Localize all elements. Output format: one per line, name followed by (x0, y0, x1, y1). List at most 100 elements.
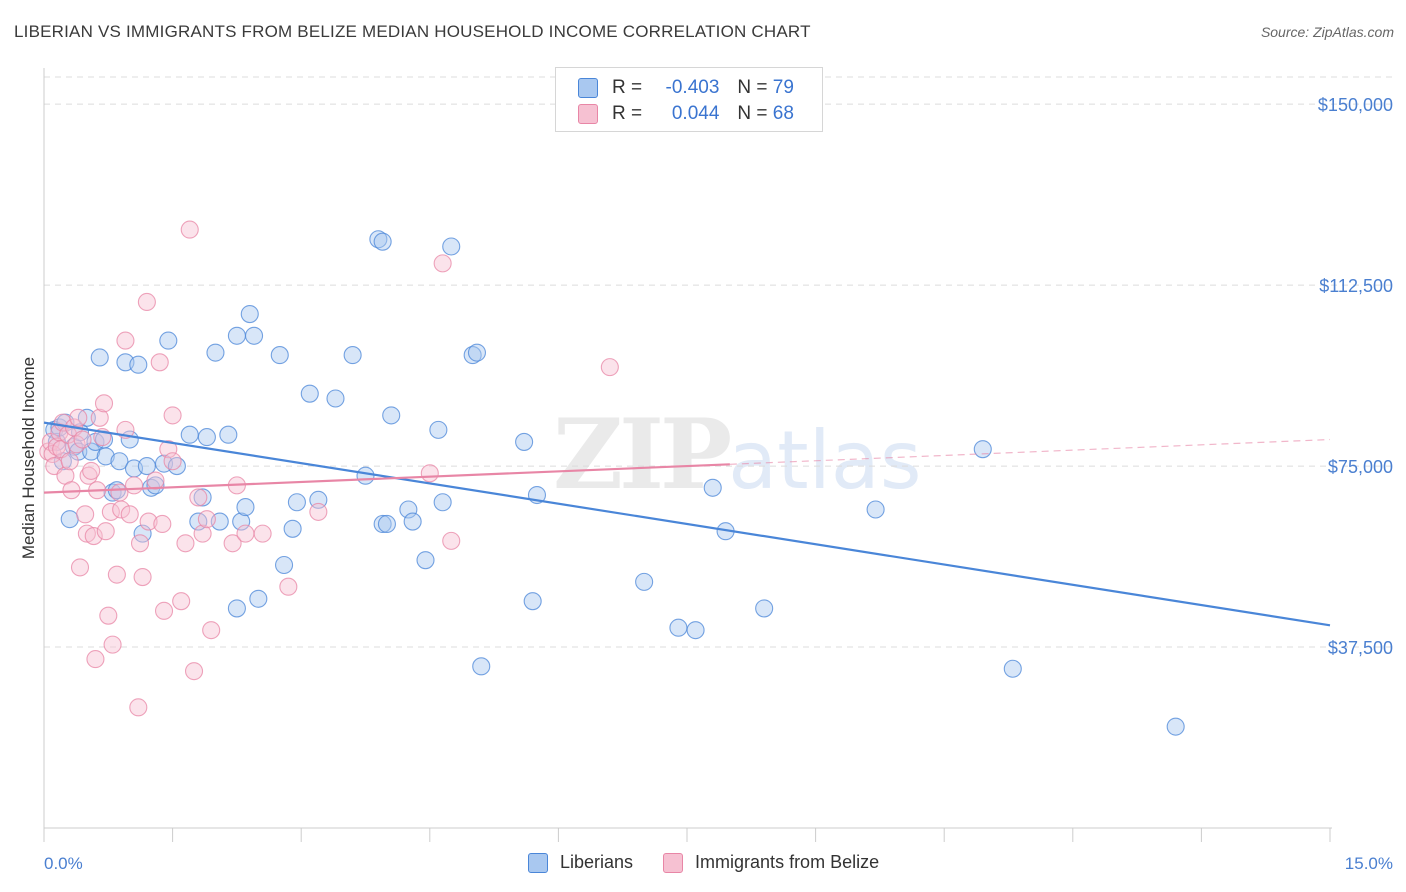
liberian-point (429, 420, 448, 439)
belize-point (79, 466, 98, 485)
belize-point (67, 435, 86, 454)
belize-trendline (43, 463, 730, 494)
liberian-point (382, 406, 401, 425)
liberian-point (467, 343, 487, 362)
liberian-point (472, 657, 491, 676)
liberian-point (287, 493, 306, 512)
belize-point (150, 353, 169, 372)
liberian-point (249, 589, 268, 608)
liberian-point (227, 326, 246, 345)
liberian-point (232, 512, 251, 531)
liberian-point (442, 237, 461, 256)
belize-point (420, 464, 439, 483)
liberian-point (227, 599, 246, 618)
legend-n-value: 68 (772, 103, 794, 124)
belize-point (76, 505, 95, 524)
belize-point (279, 577, 298, 596)
belize-point (193, 524, 212, 543)
liberian-point (283, 519, 302, 538)
belize-point (172, 592, 191, 611)
belize-point (139, 512, 158, 531)
legend-n-label: N = (737, 103, 768, 124)
y-tick-label: $150,000 (1318, 95, 1393, 115)
belize-point (309, 502, 328, 521)
series-label-belize: Immigrants from Belize (695, 852, 880, 872)
chart-title: LIBERIAN VS IMMIGRANTS FROM BELIZE MEDIA… (14, 22, 811, 41)
legend-r-label: R = (612, 77, 643, 98)
y-tick-label: $37,500 (1328, 638, 1393, 658)
belize-point (154, 601, 174, 620)
liberian-point (686, 621, 705, 640)
liberian-point (515, 432, 534, 451)
belize-point (73, 430, 92, 449)
x-tick-label: 0.0% (44, 854, 83, 873)
belize-point (137, 292, 156, 312)
legend-r-value: -0.403 (665, 77, 720, 98)
belize-point (84, 526, 103, 546)
liberian-point (219, 425, 238, 444)
belize-point (107, 565, 126, 584)
liberian-point (1166, 717, 1185, 736)
liberian-point (240, 305, 259, 324)
liberian-point (197, 428, 216, 447)
belize-point (253, 524, 272, 543)
belize-point (184, 662, 204, 681)
liberian-point (669, 618, 688, 637)
belize-point (112, 500, 131, 519)
watermark-sub: atlas (728, 414, 922, 507)
belize-point (223, 534, 242, 553)
belize-point (163, 406, 182, 425)
belize-point (82, 461, 101, 480)
watermark: ZIPatlas (553, 398, 922, 511)
belize-point (60, 452, 79, 471)
belize-point (202, 621, 221, 640)
belize-point (69, 408, 88, 427)
belize-point (189, 488, 208, 507)
belize-point (96, 522, 115, 541)
liberian-point (866, 500, 885, 519)
belize-point (159, 440, 178, 459)
legend-row-liberians: R = -0.403 N = 79 (578, 76, 794, 100)
belize-point (77, 524, 96, 543)
belize-point (70, 558, 90, 577)
legend-n-value: 79 (772, 77, 794, 98)
belize-point (130, 534, 150, 553)
liberian-point (373, 232, 392, 251)
liberian-point (275, 555, 294, 575)
belize-point (103, 635, 122, 654)
liberian-point (300, 384, 319, 403)
series-label-liberians: Liberians (560, 852, 634, 872)
liberian-point (523, 592, 542, 611)
legend-n-label: N = (737, 77, 768, 98)
liberian-point (236, 498, 255, 517)
belize-point (86, 650, 105, 669)
belize-point (116, 331, 135, 350)
series-legend: Liberians Immigrants from Belize (528, 852, 909, 873)
belize-point (99, 606, 118, 625)
belize-point (94, 394, 114, 413)
liberian-point (416, 551, 435, 570)
belize-point (442, 531, 461, 550)
liberian-point (270, 346, 289, 365)
liberian-point (973, 440, 992, 459)
liberian-point (206, 343, 225, 362)
belize-point (236, 524, 255, 543)
liberian-point (146, 476, 165, 495)
series-swatch-belize (663, 852, 684, 873)
belize-point (120, 505, 139, 524)
y-tick-label: $112,500 (1319, 276, 1393, 296)
liberian-point (326, 389, 345, 408)
y-axis-label: Median Household Income (19, 357, 38, 559)
liberian-point (635, 572, 654, 591)
liberian-point (1003, 659, 1022, 678)
liberian-point (377, 514, 396, 534)
series-legend-liberians: Liberians (528, 852, 633, 873)
belize-point (433, 254, 452, 273)
legend-r-value: 0.044 (671, 103, 720, 124)
liberian-point (403, 512, 422, 531)
liberian-point (244, 326, 264, 345)
legend-row-belize: R = 0.044 N = 68 (578, 102, 794, 126)
series-legend-belize: Immigrants from Belize (663, 852, 879, 873)
liberian-point (356, 466, 375, 485)
